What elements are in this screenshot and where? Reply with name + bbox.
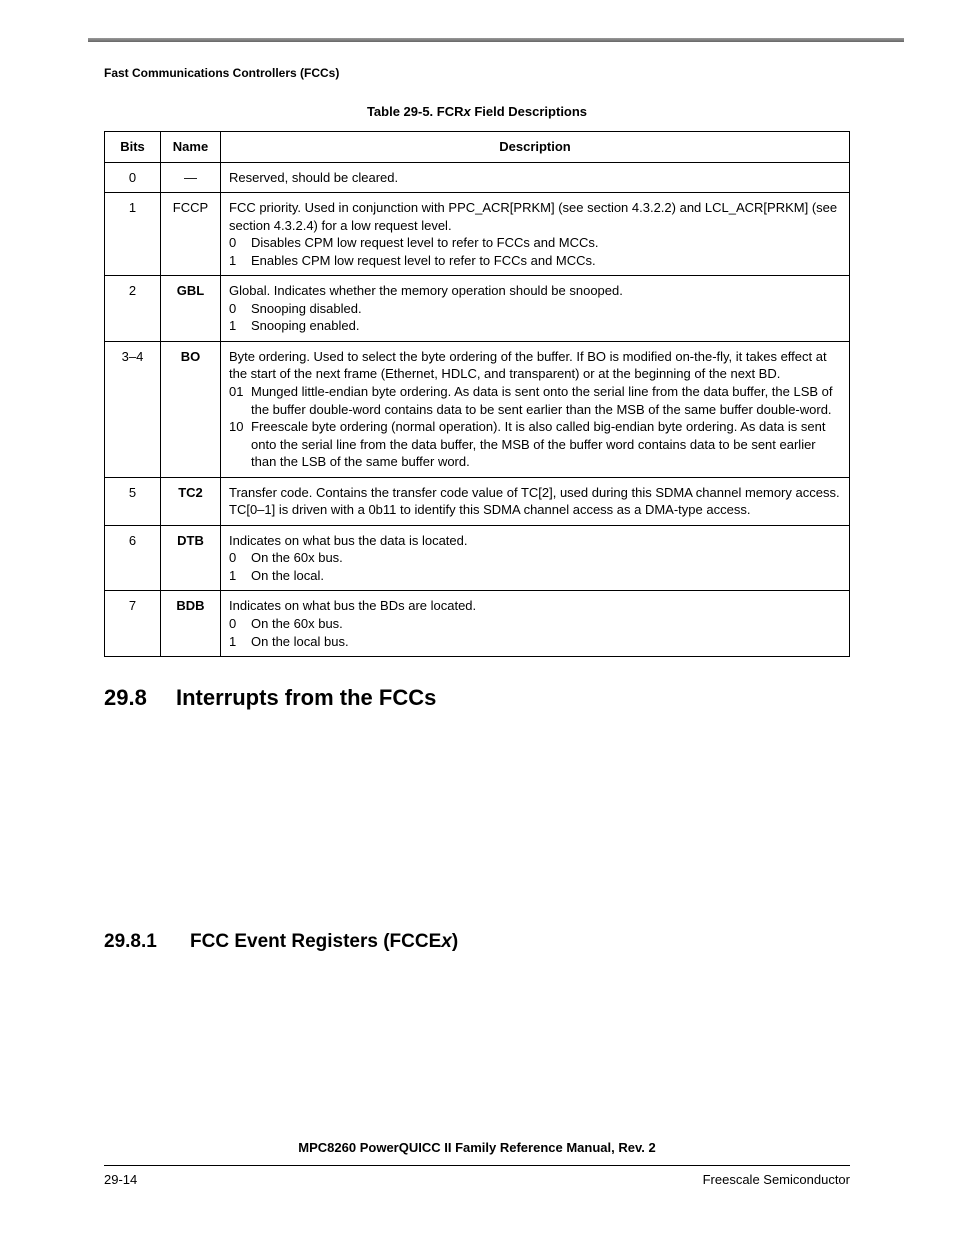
enum-value: Freescale byte ordering (normal operatio…: [251, 418, 841, 471]
footer-vendor: Freescale Semiconductor: [703, 1172, 850, 1187]
table-row: 1FCCPFCC priority. Used in conjunction w…: [105, 193, 850, 276]
enum-row: 1On the local bus.: [229, 633, 841, 651]
footer-manual-title: MPC8260 PowerQUICC II Family Reference M…: [104, 1140, 850, 1155]
desc-line: Byte ordering. Used to select the byte o…: [229, 348, 841, 383]
footer-rule: [104, 1165, 850, 1166]
top-rule: [88, 38, 904, 42]
desc-line: Indicates on what bus the data is locate…: [229, 532, 841, 550]
enum-key: 1: [229, 633, 251, 651]
enum-value: On the 60x bus.: [251, 615, 343, 633]
footer: MPC8260 PowerQUICC II Family Reference M…: [104, 1140, 850, 1187]
enum-value: Enables CPM low request level to refer t…: [251, 252, 596, 270]
cell-name: TC2: [161, 477, 221, 525]
table-row: 0— Reserved, should be cleared.: [105, 162, 850, 193]
enum-key: 0: [229, 549, 251, 567]
section-heading: 29.8Interrupts from the FCCs: [104, 685, 850, 711]
table-row: 2GBL Global. Indicates whether the memory…: [105, 276, 850, 342]
footer-line: 29-14 Freescale Semiconductor: [104, 1172, 850, 1187]
enum-value: On the 60x bus.: [251, 549, 343, 567]
subsection-title-ital: x: [441, 931, 452, 952]
cell-description: Indicates on what bus the data is locate…: [221, 525, 850, 591]
subsection-title-suffix: ): [452, 931, 458, 952]
enum-row: 0Disables CPM low request level to refer…: [229, 234, 841, 252]
table-row: 3–4BOByte ordering. Used to select the b…: [105, 341, 850, 477]
enum-key: 1: [229, 317, 251, 335]
cell-description: Transfer code. Contains the transfer cod…: [221, 477, 850, 525]
cell-description: Indicates on what bus the BDs are locate…: [221, 591, 850, 657]
caption-prefix: Table 29-5. FCR: [367, 104, 464, 119]
table-header-row: Bits Name Description: [105, 132, 850, 163]
cell-name: GBL: [161, 276, 221, 342]
running-head: Fast Communications Controllers (FCCs): [104, 66, 339, 80]
caption-suffix: Field Descriptions: [471, 104, 587, 119]
enum-row: 01Munged little-endian byte ordering. As…: [229, 383, 841, 418]
cell-name: DTB: [161, 525, 221, 591]
enum-key: 0: [229, 234, 251, 252]
enum-key: 1: [229, 252, 251, 270]
enum-key: 01: [229, 383, 251, 418]
enum-value: On the local bus.: [251, 633, 349, 651]
cell-bits: 2: [105, 276, 161, 342]
desc-line: Indicates on what bus the BDs are locate…: [229, 597, 841, 615]
desc-line: Reserved, should be cleared.: [229, 169, 841, 187]
section-number: 29.8: [104, 685, 176, 711]
th-desc: Description: [221, 132, 850, 163]
enum-key: 0: [229, 615, 251, 633]
cell-description: FCC priority. Used in conjunction with P…: [221, 193, 850, 276]
desc-line: FCC priority. Used in conjunction with P…: [229, 199, 841, 234]
enum-value: On the local.: [251, 567, 324, 585]
enum-row: 0On the 60x bus.: [229, 615, 841, 633]
cell-bits: 5: [105, 477, 161, 525]
cell-bits: 0: [105, 162, 161, 193]
enum-row: 0Snooping disabled.: [229, 300, 841, 318]
enum-value: Munged little-endian byte ordering. As d…: [251, 383, 841, 418]
table-row: 7BDB Indicates on what bus the BDs are lo…: [105, 591, 850, 657]
cell-bits: 6: [105, 525, 161, 591]
cell-bits: 7: [105, 591, 161, 657]
cell-name: BDB: [161, 591, 221, 657]
section-title: Interrupts from the FCCs: [176, 685, 436, 710]
enum-key: 1: [229, 567, 251, 585]
enum-row: 1Enables CPM low request level to refer …: [229, 252, 841, 270]
cell-bits: 3–4: [105, 341, 161, 477]
cell-bits: 1: [105, 193, 161, 276]
caption-ital: x: [464, 104, 471, 119]
cell-name: FCCP: [161, 193, 221, 276]
footer-page-number: 29-14: [104, 1172, 137, 1187]
enum-value: Disables CPM low request level to refer …: [251, 234, 599, 252]
table-caption: Table 29-5. FCRx Field Descriptions: [104, 104, 850, 119]
enum-row: 10Freescale byte ordering (normal operat…: [229, 418, 841, 471]
field-table: Bits Name Description 0—Reserved, should…: [104, 131, 850, 657]
enum-value: Snooping disabled.: [251, 300, 362, 318]
enum-row: 1On the local.: [229, 567, 841, 585]
table-row: 5TC2Transfer code. Contains the transfer…: [105, 477, 850, 525]
th-name: Name: [161, 132, 221, 163]
th-bits: Bits: [105, 132, 161, 163]
desc-line: Transfer code. Contains the transfer cod…: [229, 484, 841, 519]
table-row: 6DTB Indicates on what bus the data is lo…: [105, 525, 850, 591]
enum-key: 10: [229, 418, 251, 471]
enum-row: 0On the 60x bus.: [229, 549, 841, 567]
cell-description: Reserved, should be cleared.: [221, 162, 850, 193]
subsection-title-prefix: FCC Event Registers (FCCE: [190, 931, 441, 952]
subsection-number: 29.8.1: [104, 931, 190, 953]
desc-line: Global. Indicates whether the memory ope…: [229, 282, 841, 300]
page-content: Table 29-5. FCRx Field Descriptions Bits…: [104, 104, 850, 953]
enum-key: 0: [229, 300, 251, 318]
cell-description: Global. Indicates whether the memory ope…: [221, 276, 850, 342]
subsection-heading: 29.8.1FCC Event Registers (FCCEx): [104, 931, 850, 953]
cell-name: —: [161, 162, 221, 193]
enum-value: Snooping enabled.: [251, 317, 359, 335]
cell-name: BO: [161, 341, 221, 477]
enum-row: 1Snooping enabled.: [229, 317, 841, 335]
cell-description: Byte ordering. Used to select the byte o…: [221, 341, 850, 477]
